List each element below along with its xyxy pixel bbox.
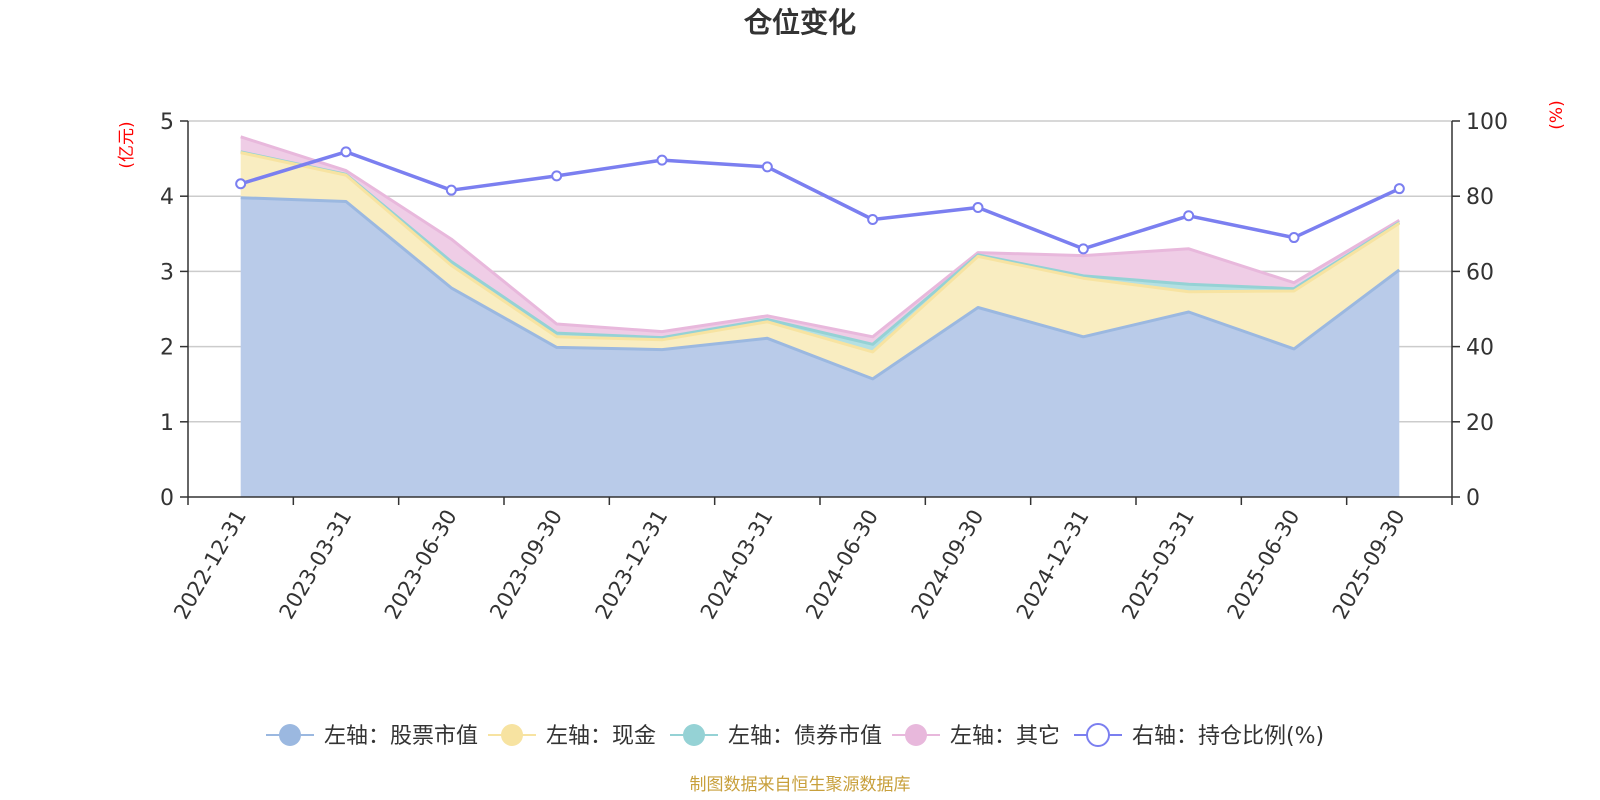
left-axis-unit: (亿元) [117, 121, 137, 168]
ratio-point [1393, 183, 1405, 195]
legend-label: 左轴：债券市值 [728, 724, 882, 749]
area-line-左轴债券市值 [240, 150, 1401, 346]
left-axis-tick-label: 1 [160, 411, 174, 436]
area-line-左轴现金 [240, 151, 1401, 354]
x-axis-tick-label: 2024-06-30 [801, 506, 883, 624]
legend-circle-marker [683, 724, 705, 746]
x-axis-tick-label: 2024-03-31 [696, 506, 778, 624]
ratio-point [1077, 243, 1089, 255]
left-axis-tick-label: 4 [160, 185, 174, 210]
area-line-左轴其它 [240, 135, 1401, 339]
right-axis-tick-label: 100 [1466, 110, 1508, 135]
x-axis-tick-label: 2023-03-31 [275, 506, 357, 624]
stacked-areas [240, 135, 1401, 497]
legend-item: 左轴：股票市值 [266, 724, 478, 749]
x-axis-tick-label: 2025-03-31 [1117, 506, 1199, 624]
legend-circle-marker [905, 724, 927, 746]
legend: 左轴：股票市值 左轴：现金 左轴：债券市值 左轴：其它 右轴：持仓比例(%) [266, 723, 1324, 749]
legend-label: 左轴：现金 [546, 724, 656, 749]
ratio-point [340, 146, 352, 158]
ratio-point [235, 178, 247, 190]
position-ratio-line [235, 146, 1405, 255]
x-axis-tick-label: 2025-09-30 [1328, 506, 1410, 624]
legend-item: 左轴：现金 [488, 724, 656, 749]
area-fill-左轴股票市值 [240, 197, 1400, 497]
legend-item: 左轴：债券市值 [670, 724, 882, 749]
area-line-左轴股票市值 [240, 196, 1401, 381]
x-axis-tick-label: 2023-12-31 [591, 506, 673, 624]
right-axis-tick-label: 60 [1466, 260, 1494, 285]
x-axis-tick-label: 2023-06-30 [380, 506, 462, 624]
ratio-point [1183, 210, 1195, 222]
right-axis-unit: (%) [1547, 100, 1567, 129]
legend-item: 左轴：其它 [892, 724, 1060, 749]
legend-label: 右轴：持仓比例(%) [1132, 724, 1324, 749]
left-axis-tick-label: 3 [160, 260, 174, 285]
left-axis-tick-label: 5 [160, 110, 174, 135]
ratio-line-path [240, 150, 1401, 251]
data-source-note: 制图数据来自恒生聚源数据库 [690, 775, 911, 795]
left-axis-tick-label: 0 [160, 486, 174, 511]
ratio-point [1288, 232, 1300, 244]
x-axis-tick-label: 2025-06-30 [1223, 506, 1305, 624]
left-axis-tick-label: 2 [160, 336, 174, 361]
right-axis-tick-label: 40 [1466, 336, 1494, 361]
x-axis-tick-label: 2022-12-31 [169, 506, 251, 624]
legend-label: 左轴：股票市值 [324, 724, 478, 749]
ratio-point [551, 170, 563, 182]
legend-label: 左轴：其它 [950, 724, 1060, 749]
right-axis-tick-label: 20 [1466, 411, 1494, 436]
legend-circle-marker [1086, 723, 1110, 747]
legend-circle-marker [501, 724, 523, 746]
right-axis-tick-label: 80 [1466, 185, 1494, 210]
ratio-point [445, 184, 457, 196]
ratio-point [972, 201, 984, 213]
area-fill-左轴现金 [240, 152, 1400, 379]
legend-item: 右轴：持仓比例(%) [1074, 723, 1324, 749]
right-axis-tick-label: 0 [1466, 486, 1480, 511]
ratio-point [656, 154, 668, 166]
ratio-point [761, 161, 773, 173]
chart-title: 仓位变化 [744, 6, 856, 39]
legend-circle-marker [279, 724, 301, 746]
ratio-point [867, 214, 879, 226]
x-axis-tick-label: 2024-12-31 [1012, 506, 1094, 624]
x-axis-tick-label: 2023-09-30 [485, 506, 567, 624]
x-axis-tick-label: 2024-09-30 [907, 506, 989, 624]
